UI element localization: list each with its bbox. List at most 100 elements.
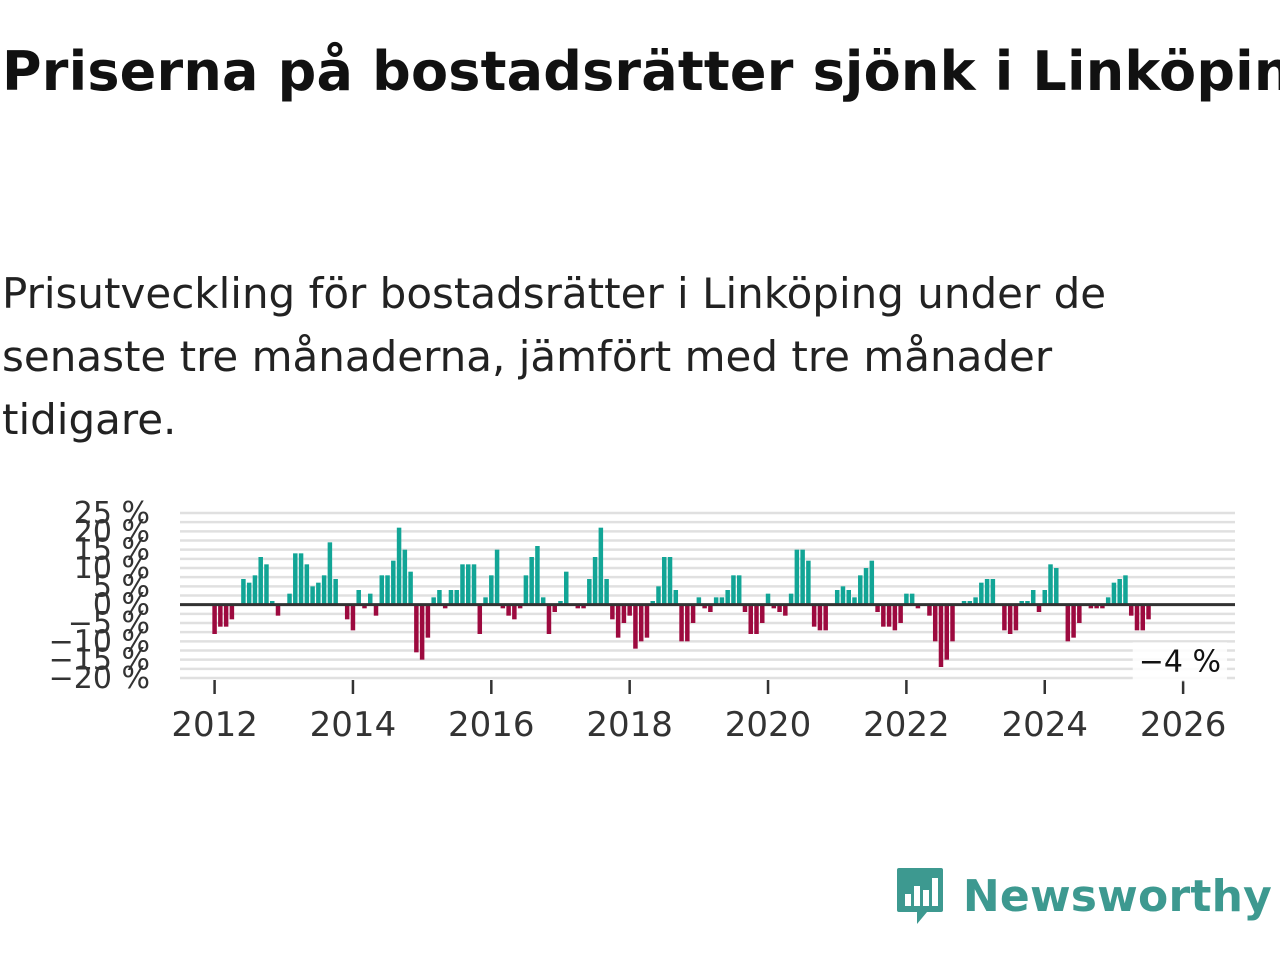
bar[interactable] <box>979 582 984 605</box>
bar[interactable] <box>367 593 373 605</box>
bar[interactable] <box>673 590 679 605</box>
bar[interactable] <box>304 564 310 605</box>
bar[interactable] <box>385 575 390 605</box>
bar[interactable] <box>840 586 846 605</box>
bar[interactable] <box>748 604 753 634</box>
bar[interactable] <box>592 557 598 605</box>
bar[interactable] <box>258 557 263 605</box>
bar[interactable] <box>702 604 707 609</box>
bar[interactable] <box>1123 575 1128 605</box>
bar[interactable] <box>333 579 338 605</box>
bar[interactable] <box>973 597 978 605</box>
bar[interactable] <box>915 604 921 609</box>
bar[interactable] <box>448 590 454 605</box>
bar[interactable] <box>644 604 650 638</box>
bar[interactable] <box>904 593 909 605</box>
bar[interactable] <box>800 549 805 605</box>
bar[interactable] <box>1019 601 1024 605</box>
bar[interactable] <box>621 604 627 623</box>
bar[interactable] <box>811 604 817 627</box>
bar[interactable] <box>1054 568 1059 605</box>
bar[interactable] <box>633 604 638 649</box>
bar[interactable] <box>373 604 379 616</box>
bar[interactable] <box>506 604 511 616</box>
bar[interactable] <box>321 575 327 605</box>
bar[interactable] <box>927 604 932 616</box>
bar[interactable] <box>241 579 246 605</box>
bar[interactable] <box>898 604 903 623</box>
bar[interactable] <box>869 560 875 605</box>
bar[interactable] <box>287 593 292 605</box>
bar[interactable] <box>517 604 523 609</box>
bar[interactable] <box>316 582 321 605</box>
bar[interactable] <box>713 597 719 605</box>
bar[interactable] <box>638 604 644 642</box>
bar[interactable] <box>846 590 851 605</box>
bar[interactable] <box>483 597 488 605</box>
bar[interactable] <box>552 604 557 612</box>
bar[interactable] <box>783 604 788 616</box>
bar[interactable] <box>587 579 592 605</box>
bar[interactable] <box>667 557 673 605</box>
bar[interactable] <box>1065 604 1071 642</box>
bar[interactable] <box>350 604 356 631</box>
bar[interactable] <box>690 604 696 623</box>
bar[interactable] <box>512 604 517 620</box>
bar[interactable] <box>806 560 811 605</box>
bar[interactable] <box>425 604 431 638</box>
bar[interactable] <box>252 575 258 605</box>
bar[interactable] <box>967 601 973 605</box>
bar[interactable] <box>564 571 569 605</box>
bar[interactable] <box>598 527 604 605</box>
bar[interactable] <box>858 575 863 605</box>
bar[interactable] <box>1048 564 1053 605</box>
bar[interactable] <box>1088 604 1094 609</box>
bar[interactable] <box>1030 590 1036 605</box>
bar[interactable] <box>396 527 402 605</box>
bar[interactable] <box>863 568 869 605</box>
bar[interactable] <box>909 593 915 605</box>
bar[interactable] <box>1036 604 1042 612</box>
bar[interactable] <box>990 579 996 605</box>
bar[interactable] <box>523 575 529 605</box>
bar[interactable] <box>419 604 425 660</box>
bar[interactable] <box>1042 590 1048 605</box>
bar[interactable] <box>685 604 690 642</box>
bar[interactable] <box>558 601 563 605</box>
bar[interactable] <box>696 597 702 605</box>
bar[interactable] <box>650 601 655 605</box>
bar[interactable] <box>246 582 252 605</box>
bar[interactable] <box>437 590 442 605</box>
bar[interactable] <box>777 604 782 612</box>
bar[interactable] <box>362 604 367 609</box>
bar[interactable] <box>817 604 823 631</box>
bar[interactable] <box>736 575 742 605</box>
bar[interactable] <box>1111 582 1117 605</box>
bar[interactable] <box>431 597 436 605</box>
bar[interactable] <box>834 590 840 605</box>
bar[interactable] <box>875 604 880 612</box>
bar[interactable] <box>823 604 828 631</box>
bar[interactable] <box>742 604 748 612</box>
bar[interactable] <box>581 604 586 609</box>
bar[interactable] <box>344 604 350 620</box>
bar[interactable] <box>627 604 632 616</box>
bar[interactable] <box>771 604 777 609</box>
bar[interactable] <box>489 575 494 605</box>
bar[interactable] <box>765 593 771 605</box>
bar[interactable] <box>414 604 419 653</box>
bar[interactable] <box>471 564 477 605</box>
bar[interactable] <box>293 553 298 605</box>
bar[interactable] <box>500 604 506 609</box>
bar[interactable] <box>327 542 333 605</box>
bar[interactable] <box>852 597 857 605</box>
brand-logo[interactable]: Newsworthy <box>895 866 1272 926</box>
bar[interactable] <box>708 604 713 612</box>
bar[interactable] <box>719 597 725 605</box>
bar[interactable] <box>932 604 938 642</box>
bar[interactable] <box>212 604 217 634</box>
bar[interactable] <box>529 557 534 605</box>
bar[interactable] <box>269 601 275 605</box>
bar[interactable] <box>754 604 759 634</box>
bar[interactable] <box>264 564 269 605</box>
